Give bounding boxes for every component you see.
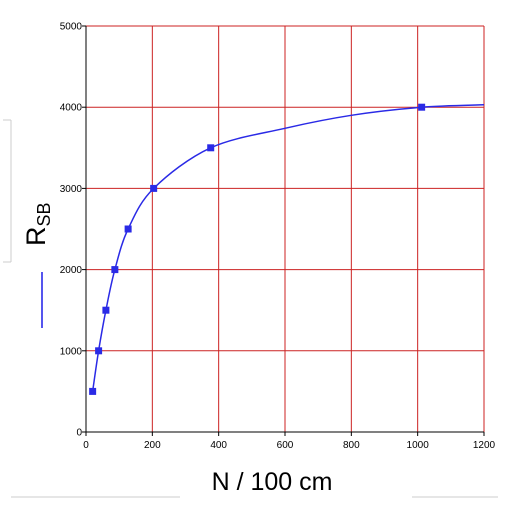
x-tick-label-4: 800 xyxy=(343,440,360,451)
x-tick-label-0: 0 xyxy=(83,440,89,451)
y-axis-label-main: R xyxy=(21,227,51,247)
series-markers xyxy=(89,103,426,395)
y-tick-label-1: 1000 xyxy=(60,346,83,357)
x-tick-label-6: 1200 xyxy=(473,440,496,451)
x-tick-label-5: 1000 xyxy=(407,440,430,451)
series-curve xyxy=(91,104,485,392)
data-point-1 xyxy=(95,347,103,355)
data-point-4 xyxy=(124,225,132,233)
y-axis-label-sub: SB xyxy=(34,202,54,226)
y-tick-label-0: 0 xyxy=(76,428,82,439)
data-point-0 xyxy=(89,387,97,395)
grid xyxy=(85,25,485,433)
y-tick-label-3: 3000 xyxy=(60,184,83,195)
x-axis-label: N / 100 cm xyxy=(212,468,333,496)
y-tick-label-5: 5000 xyxy=(60,22,83,33)
data-point-7 xyxy=(418,103,426,111)
data-point-2 xyxy=(102,306,110,314)
x-tick-label-3: 600 xyxy=(277,440,294,451)
data-point-5 xyxy=(150,184,158,192)
x-tick-labels: 0 200 400 600 800 1000 1200 xyxy=(83,432,496,451)
y-tick-label-4: 4000 xyxy=(60,103,83,114)
data-point-3 xyxy=(111,266,119,274)
y-tick-labels: 0 1000 2000 3000 4000 5000 xyxy=(60,22,86,439)
y-tick-label-2: 2000 xyxy=(60,265,83,276)
x-tick-label-1: 200 xyxy=(144,440,161,451)
data-point-6 xyxy=(207,144,215,152)
y-axis-label: RSB xyxy=(21,202,54,246)
x-tick-label-2: 400 xyxy=(210,440,227,451)
